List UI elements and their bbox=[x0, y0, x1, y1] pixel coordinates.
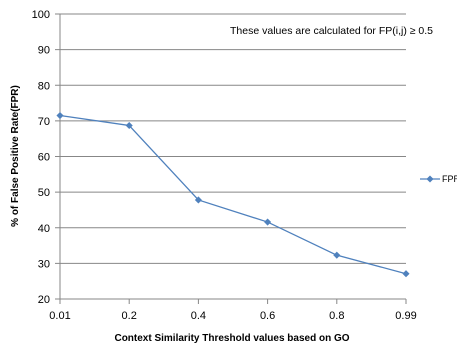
series-group bbox=[56, 112, 409, 277]
x-tick-label: 0.99 bbox=[395, 310, 416, 322]
y-tick-label: 90 bbox=[38, 45, 50, 57]
chart-annotation: These values are calculated for FP(i,j) … bbox=[230, 25, 433, 37]
y-tick-label: 20 bbox=[38, 294, 50, 306]
data-point bbox=[264, 219, 271, 226]
data-point bbox=[56, 112, 63, 119]
y-tick-label: 70 bbox=[38, 116, 50, 128]
x-tick-label: 0.01 bbox=[49, 310, 70, 322]
y-axis-title: % of False Positive Rate(FPR) bbox=[10, 85, 21, 227]
y-tick-labels: 20 30 40 50 60 70 80 90 100 bbox=[32, 9, 50, 306]
series-line bbox=[60, 116, 406, 274]
y-tick-label: 40 bbox=[38, 223, 50, 235]
y-tick-label: 50 bbox=[38, 187, 50, 199]
x-tick-label: 0.2 bbox=[122, 310, 137, 322]
legend: FPR bbox=[420, 174, 457, 184]
data-point bbox=[333, 252, 340, 259]
y-tick-label: 30 bbox=[38, 258, 50, 270]
y-tick-label: 100 bbox=[32, 9, 50, 21]
axes bbox=[55, 14, 406, 304]
legend-marker bbox=[426, 175, 433, 182]
x-axis-title: Context Similarity Threshold values base… bbox=[114, 333, 349, 344]
data-point bbox=[402, 270, 409, 277]
x-tick-labels: 0.01 0.2 0.4 0.6 0.8 0.99 bbox=[49, 310, 416, 322]
x-tick-label: 0.8 bbox=[329, 310, 344, 322]
grid-lines bbox=[60, 14, 406, 263]
y-tick-label: 80 bbox=[38, 80, 50, 92]
x-tick-label: 0.4 bbox=[191, 310, 206, 322]
y-tick-label: 60 bbox=[38, 152, 50, 164]
x-tick-label: 0.6 bbox=[260, 310, 275, 322]
legend-label: FPR bbox=[442, 174, 457, 184]
